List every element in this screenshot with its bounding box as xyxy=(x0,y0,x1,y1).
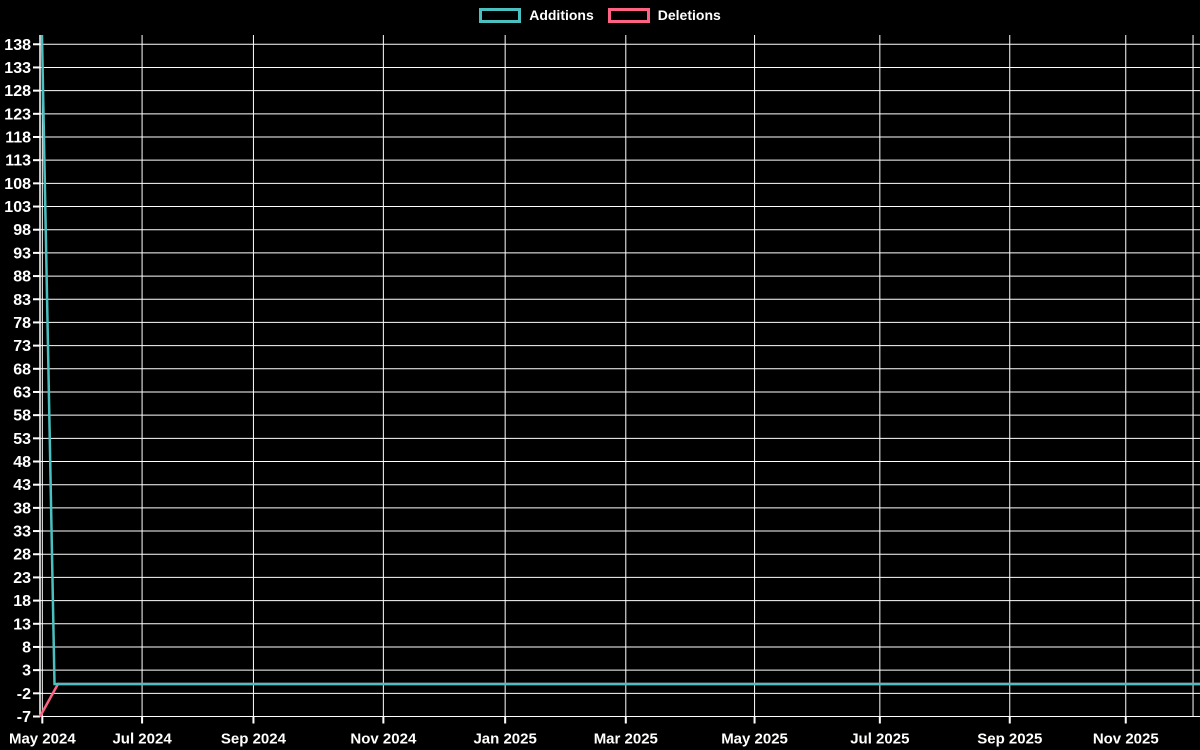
x-tick-label: Sep 2024 xyxy=(221,731,287,748)
y-tick-label: 68 xyxy=(13,361,31,378)
y-tick-label: 98 xyxy=(13,222,31,239)
series-line-additions xyxy=(40,34,1200,686)
y-tick-label: 133 xyxy=(4,60,31,77)
x-tick-label: Jan 2025 xyxy=(473,731,536,748)
x-tick-label: May 2024 xyxy=(9,731,76,748)
legend-label-additions: Additions xyxy=(529,7,594,23)
y-tick-label: 53 xyxy=(13,431,31,448)
y-tick-label: 48 xyxy=(13,454,31,471)
y-tick-label: 113 xyxy=(5,153,31,170)
x-tick-label: Nov 2025 xyxy=(1093,731,1159,748)
series-line-deletions xyxy=(38,682,1200,718)
y-tick-label: 128 xyxy=(4,83,31,100)
y-tick-label: 13 xyxy=(13,616,31,633)
y-tick-label: 123 xyxy=(4,106,31,123)
legend: Additions Deletions xyxy=(0,7,1200,23)
legend-label-deletions: Deletions xyxy=(657,7,721,23)
y-tick-label: 38 xyxy=(13,500,31,517)
y-tick-label: 103 xyxy=(4,199,31,216)
y-tick-label: 63 xyxy=(13,384,31,401)
y-tick-label: 78 xyxy=(13,315,31,332)
deletions-swatch xyxy=(607,7,650,23)
y-tick-label: 3 xyxy=(22,663,31,680)
y-tick-label: 118 xyxy=(5,129,31,146)
y-tick-label: 88 xyxy=(13,269,31,286)
x-tick-label: May 2025 xyxy=(721,731,788,748)
x-tick-label: Jul 2024 xyxy=(112,731,172,748)
x-tick-label: Nov 2024 xyxy=(350,731,417,748)
y-tick-label: 18 xyxy=(13,593,31,610)
y-tick-label: 28 xyxy=(13,547,31,564)
y-tick-label: -7 xyxy=(17,709,31,726)
x-tick-label: Mar 2025 xyxy=(594,731,658,748)
x-tick-label: Sep 2025 xyxy=(977,731,1042,748)
legend-item-deletions[interactable]: Deletions xyxy=(607,7,721,23)
y-tick-label: 23 xyxy=(13,570,31,587)
y-tick-label: 58 xyxy=(13,408,31,425)
x-tick-label: Jul 2025 xyxy=(850,731,909,748)
y-tick-label: 83 xyxy=(13,292,31,309)
y-tick-label: 33 xyxy=(13,524,31,541)
y-tick-label: 108 xyxy=(4,176,31,193)
y-tick-label: 8 xyxy=(22,639,31,656)
y-tick-label: 138 xyxy=(4,37,31,54)
y-tick-label: 93 xyxy=(13,245,31,262)
y-tick-label: -2 xyxy=(17,686,31,703)
y-tick-label: 43 xyxy=(13,477,31,494)
legend-item-additions[interactable]: Additions xyxy=(479,7,594,23)
additions-swatch xyxy=(479,7,522,23)
y-tick-label: 73 xyxy=(13,338,31,355)
